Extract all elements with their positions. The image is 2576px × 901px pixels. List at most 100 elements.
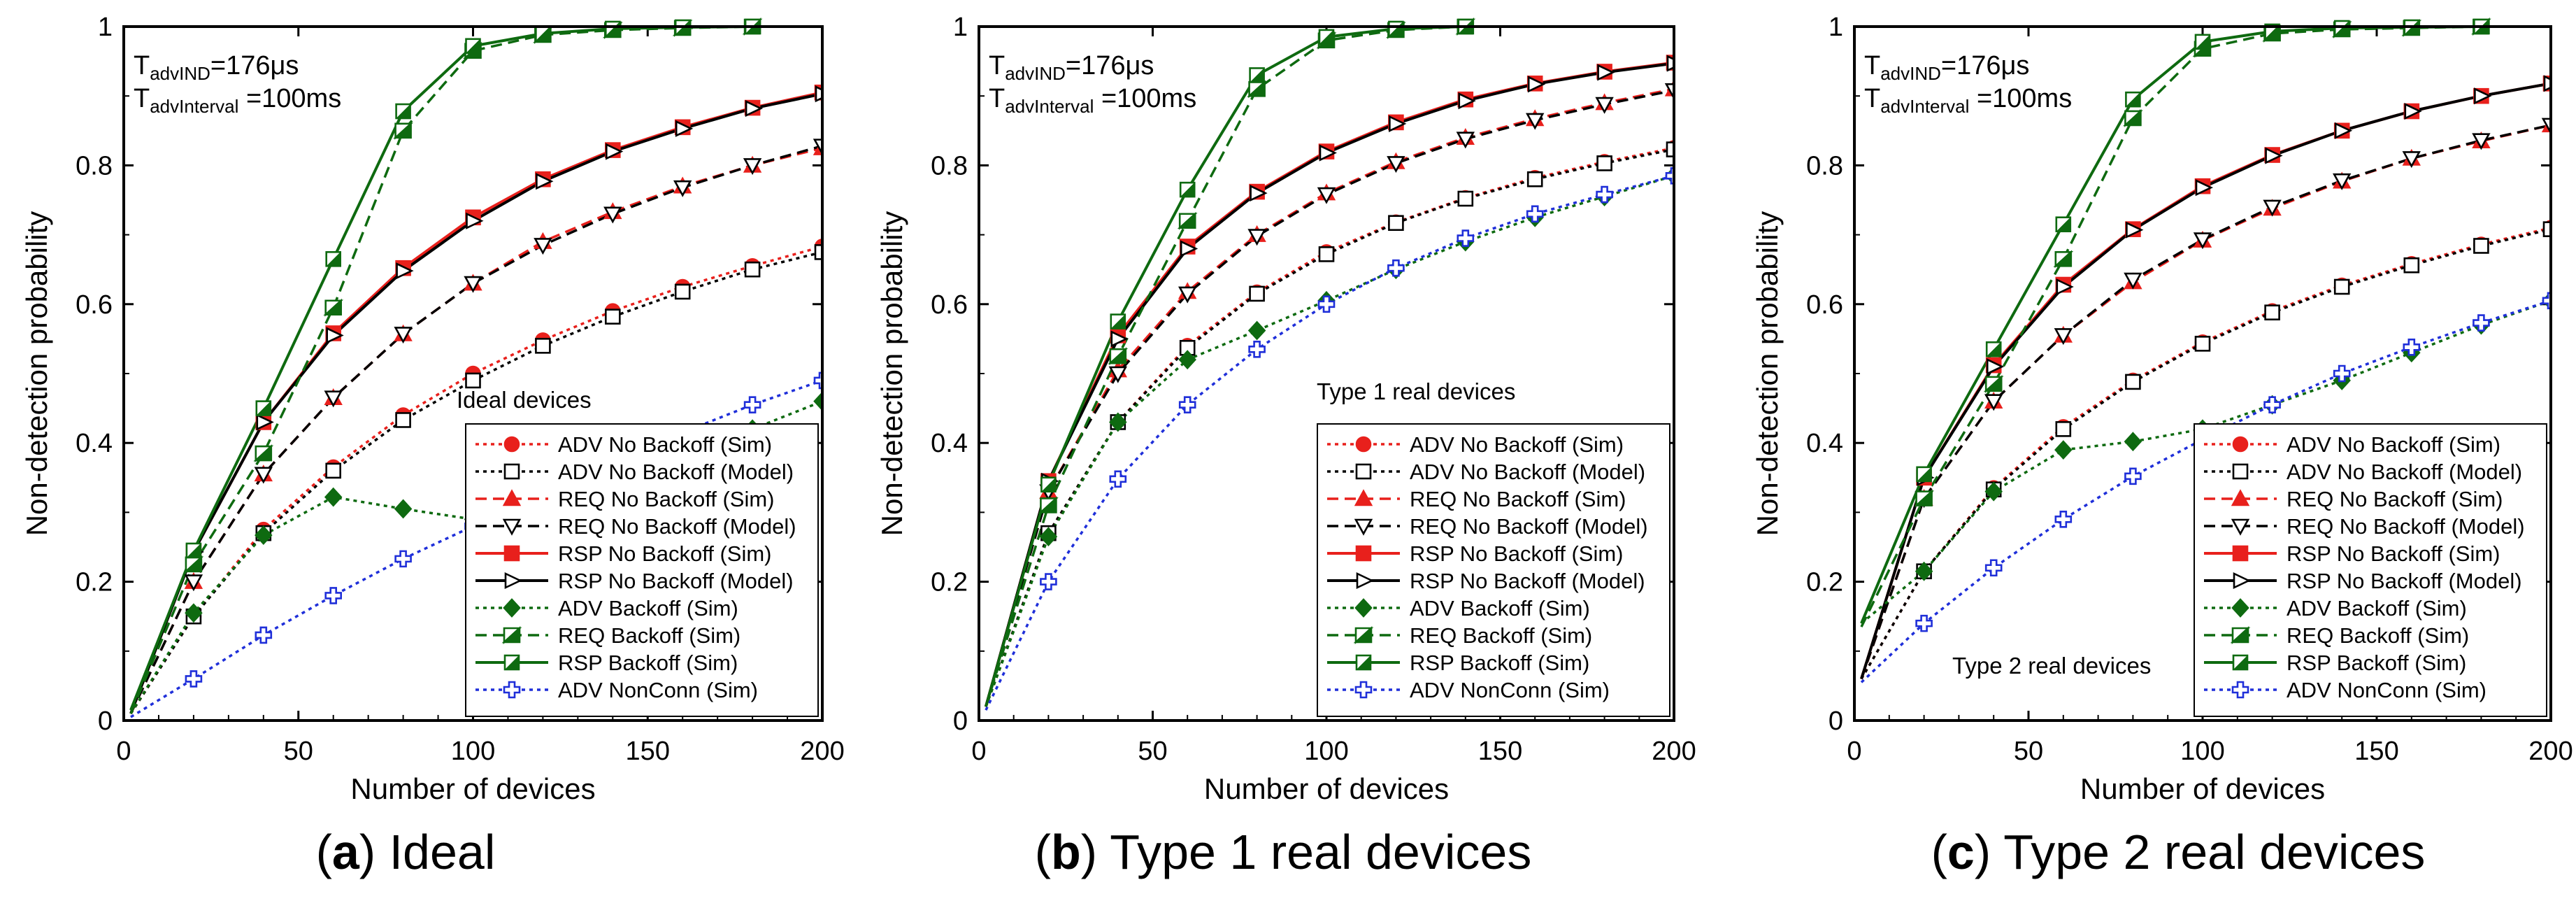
- data-point: [396, 262, 414, 280]
- data-point: [743, 158, 762, 176]
- data-point: [1038, 496, 1059, 515]
- data-point: [1178, 396, 1196, 413]
- data-point: [1249, 285, 1265, 302]
- legend-marker: [1355, 436, 1372, 453]
- legend-label: RSP Backoff (Sim): [2287, 651, 2466, 675]
- parameter-label: TadvIND=176μs: [1864, 51, 2029, 84]
- x-tick-label: 50: [2014, 737, 2043, 766]
- y-tick-label: 0.2: [76, 568, 113, 597]
- data-point: [325, 462, 342, 479]
- panel-caption: (a) Ideal: [316, 825, 496, 879]
- legend-marker: [1353, 626, 1374, 644]
- x-tick-label: 150: [2354, 737, 2398, 766]
- data-point: [1914, 489, 1934, 508]
- legend-marker: [1355, 463, 1372, 480]
- legend-label: RSP No Backoff (Sim): [1410, 541, 1624, 566]
- data-point: [324, 487, 343, 507]
- data-point: [255, 626, 273, 644]
- data-point: [2054, 328, 2073, 346]
- series-line: [1860, 25, 2482, 627]
- data-point: [185, 542, 202, 559]
- param-main: T: [989, 51, 1005, 80]
- data-point: [1984, 481, 2003, 502]
- data-point: [1247, 80, 1267, 99]
- y-tick-label: 0.4: [76, 429, 113, 458]
- legend-marker: [504, 572, 523, 590]
- y-tick-label: 1: [1829, 13, 1843, 42]
- data-point: [2402, 151, 2421, 169]
- data-point: [2124, 272, 2142, 290]
- plot-frame: [1853, 25, 2552, 722]
- data-point: [1109, 470, 1127, 488]
- data-point: [2126, 221, 2144, 239]
- data-point: [1110, 313, 1126, 329]
- data-point: [2055, 216, 2072, 233]
- x-tick-label: 50: [284, 737, 313, 766]
- data-point: [464, 276, 482, 293]
- marker-fill: [2233, 655, 2247, 669]
- legend-marker: [2233, 572, 2252, 590]
- parameter-label: TadvIND=176μs: [989, 51, 1154, 84]
- data-point: [604, 308, 621, 325]
- legend-label: RSP No Backoff (Sim): [2287, 541, 2500, 566]
- legend-label: ADV No Backoff (Model): [2287, 460, 2522, 484]
- param-sub: advInterval: [1880, 96, 1969, 117]
- data-point: [743, 396, 761, 413]
- legend-label: ADV Backoff (Sim): [2287, 596, 2467, 620]
- series-line: [985, 25, 1466, 707]
- marker-fill: [2230, 626, 2249, 644]
- data-point: [1983, 374, 2004, 393]
- data-point: [1388, 20, 1404, 37]
- data-point: [2123, 109, 2143, 127]
- data-point: [2541, 118, 2551, 135]
- x-tick-label: 200: [800, 737, 844, 766]
- data-point: [534, 238, 552, 255]
- marker-fill: [1110, 314, 1125, 329]
- legend-label: REQ Backoff (Sim): [1410, 623, 1592, 648]
- legend-marker: [1356, 572, 1375, 590]
- legend-marker: [503, 463, 520, 480]
- data-point: [325, 251, 342, 267]
- legend-label: ADV NonConn (Sim): [2287, 678, 2486, 702]
- legend-label: RSP Backoff (Sim): [1410, 651, 1589, 675]
- legend-label: ADV NonConn (Sim): [558, 678, 758, 702]
- data-point: [813, 391, 822, 411]
- data-point: [2403, 339, 2421, 356]
- param-value: =176μs: [1066, 51, 1154, 80]
- marker-fill: [186, 543, 201, 558]
- data-point: [326, 327, 344, 344]
- data-point: [2263, 396, 2281, 413]
- data-point: [1040, 573, 1057, 590]
- data-point: [1318, 246, 1335, 262]
- legend-marker: [1355, 545, 1372, 562]
- data-point: [1984, 394, 2003, 411]
- data-point: [2055, 421, 2072, 437]
- y-tick-label: 0.2: [1806, 568, 1843, 597]
- marker-fill: [606, 21, 620, 36]
- chart-panel-b: 0 50 100 150 200 0 0.2 0.4 0.6 0.8 1 Number of devi…: [875, 13, 1696, 879]
- data-point: [2333, 278, 2350, 295]
- marker-fill: [1250, 68, 1264, 83]
- param-sub: advInterval: [1005, 96, 1094, 117]
- legend-marker: [2232, 463, 2249, 480]
- y-tick-label: 0.6: [931, 290, 968, 320]
- legend-label: REQ No Backoff (Sim): [2287, 487, 2503, 511]
- caption-paren: (: [1931, 825, 1947, 879]
- data-point: [1389, 115, 1407, 132]
- legend-label: ADV No Backoff (Sim): [2287, 432, 2500, 457]
- data-point: [395, 103, 411, 120]
- y-tick-label: 0: [1829, 707, 1843, 736]
- data-point: [2194, 336, 2211, 352]
- marker-fill: [1983, 374, 2003, 392]
- data-point: [1319, 144, 1338, 162]
- data-point: [324, 390, 343, 408]
- data-point: [1985, 341, 2002, 357]
- data-point: [1178, 286, 1197, 304]
- legend-label: REQ No Backoff (Model): [558, 514, 796, 539]
- y-axis-label: Non-detection probability: [20, 211, 53, 537]
- marker-fill: [1247, 80, 1266, 97]
- data-point: [466, 212, 484, 229]
- legend-marker: [503, 654, 520, 671]
- data-point: [1457, 190, 1474, 207]
- data-point: [1526, 171, 1543, 187]
